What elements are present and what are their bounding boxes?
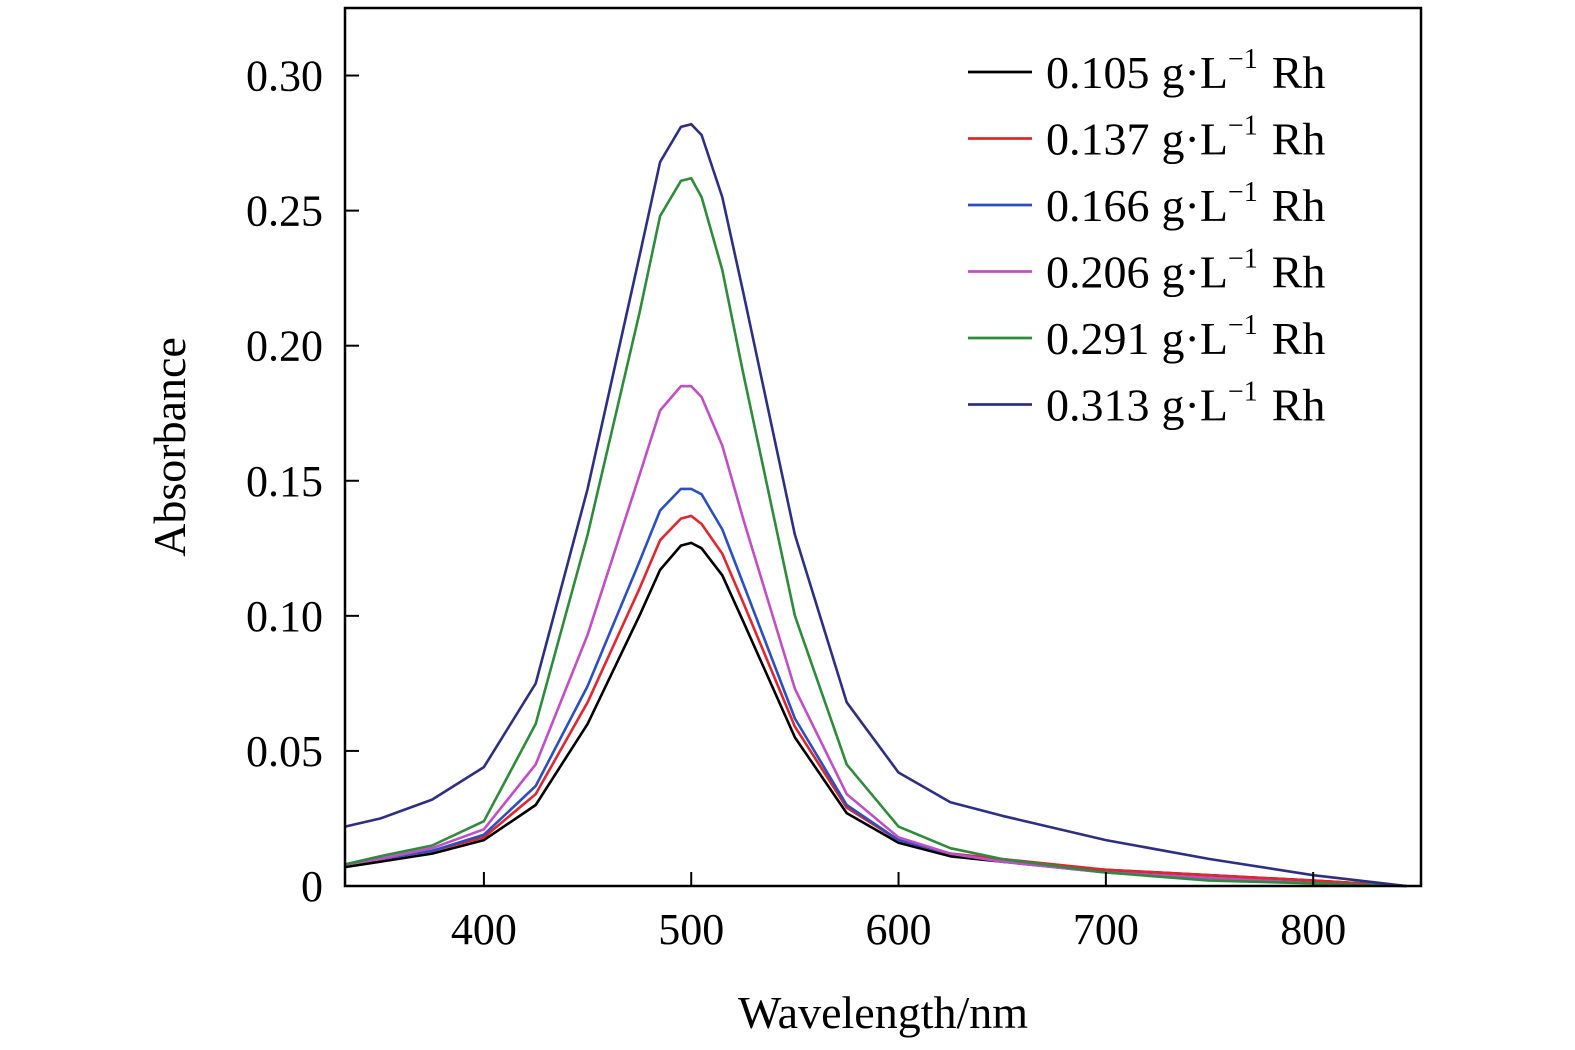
legend-value: 0.166 [1046,180,1150,231]
x-tick-label: 600 [866,905,932,954]
y-axis-title: Absorbance [144,337,195,557]
legend-element: Rh [1272,180,1326,231]
x-axis-title: Wavelength/nm [738,987,1028,1038]
legend-value: 0.137 [1046,114,1150,165]
legend-exponent: −1 [1228,377,1258,408]
legend-element: Rh [1272,313,1326,364]
series-line-5 [344,122,1407,888]
x-axis: 400 500 600 700 800 [451,872,1346,954]
legend-unit: g·L [1162,180,1228,231]
y-tick-label: 0.30 [246,52,323,101]
y-tick-label: 0.05 [246,727,323,776]
legend-unit: g·L [1162,47,1228,98]
series-line-4 [344,176,1407,888]
series-line-3 [344,384,1407,888]
legend-item: 0.291 g·L−1 Rh [968,310,1325,364]
legend: 0.105 g·L−1 Rh0.137 g·L−1 Rh0.166 g·L−1 Rh0.20… [968,44,1325,431]
legend-label: 0.105 g·L−1 Rh [1046,44,1325,98]
y-tick-label: 0.20 [246,322,323,371]
legend-exponent: −1 [1228,244,1258,275]
legend-element: Rh [1272,47,1326,98]
x-tick-label: 400 [451,905,517,954]
series-layer [344,122,1407,888]
legend-value: 0.313 [1046,380,1150,431]
legend-label: 0.137 g·L−1 Rh [1046,111,1325,165]
x-tick-label: 500 [658,905,724,954]
y-tick-label: 0 [301,862,323,911]
legend-exponent: −1 [1228,111,1258,142]
legend-element: Rh [1272,114,1326,165]
legend-unit: g·L [1162,380,1228,431]
legend-exponent: −1 [1228,44,1258,75]
series-line-1 [344,514,1407,888]
legend-item: 0.206 g·L−1 Rh [968,244,1325,298]
legend-label: 0.206 g·L−1 Rh [1046,244,1325,298]
y-tick-label: 0.25 [246,187,323,236]
legend-label: 0.166 g·L−1 Rh [1046,177,1325,231]
legend-item: 0.137 g·L−1 Rh [968,111,1325,165]
y-tick-label: 0.10 [246,592,323,641]
legend-item: 0.166 g·L−1 Rh [968,177,1325,231]
x-tick-label: 700 [1073,905,1139,954]
legend-item: 0.105 g·L−1 Rh [968,44,1325,98]
legend-element: Rh [1272,247,1326,298]
legend-item: 0.313 g·L−1 Rh [968,377,1325,431]
legend-value: 0.105 [1046,47,1150,98]
series-line-0 [344,541,1407,888]
legend-exponent: −1 [1228,177,1258,208]
legend-value: 0.291 [1046,313,1150,364]
y-axis: 0 0.05 0.10 0.15 0.20 0.25 0.30 [246,52,359,911]
legend-element: Rh [1272,380,1326,431]
legend-unit: g·L [1162,313,1228,364]
legend-unit: g·L [1162,114,1228,165]
plot-frame [343,6,1423,888]
legend-label: 0.313 g·L−1 Rh [1046,377,1325,431]
legend-value: 0.206 [1046,247,1150,298]
legend-exponent: −1 [1228,310,1258,341]
legend-label: 0.291 g·L−1 Rh [1046,310,1325,364]
x-tick-label: 800 [1280,905,1346,954]
legend-unit: g·L [1162,247,1228,298]
y-tick-label: 0.15 [246,457,323,506]
